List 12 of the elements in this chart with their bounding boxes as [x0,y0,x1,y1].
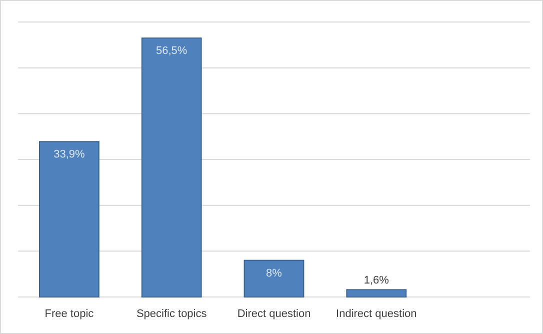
bar [346,289,407,298]
data-label: 33,9% [54,148,86,161]
x-tick-label: Direct question [237,308,311,320]
bar [39,141,100,298]
bar [141,38,202,298]
data-label: 56,5% [156,45,188,58]
x-tick-label: Specific topics [136,308,208,320]
x-tick-label: Indirect question [336,308,417,320]
data-label: 8% [266,267,282,280]
bar [244,260,304,298]
x-tick-label: Free topic [44,308,94,320]
data-label: 1,6% [364,274,390,287]
